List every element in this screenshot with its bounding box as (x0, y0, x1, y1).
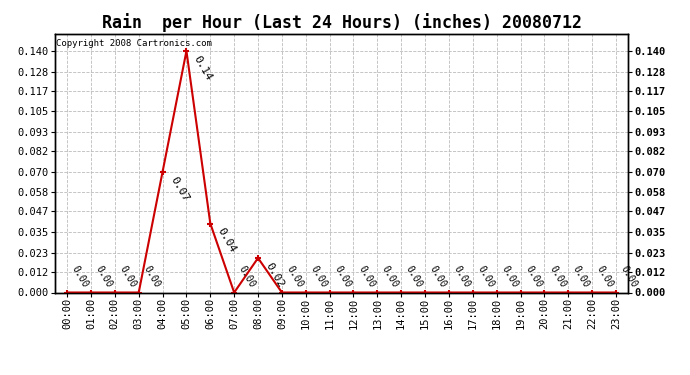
Text: 0.00: 0.00 (428, 264, 448, 290)
Text: 0.00: 0.00 (70, 264, 90, 290)
Text: 0.00: 0.00 (285, 264, 305, 290)
Text: 0.00: 0.00 (404, 264, 424, 290)
Text: 0.00: 0.00 (141, 264, 162, 290)
Text: 0.00: 0.00 (571, 264, 591, 290)
Text: 0.00: 0.00 (452, 264, 472, 290)
Text: 0.02: 0.02 (264, 261, 286, 289)
Text: 0.14: 0.14 (192, 54, 214, 82)
Text: 0.00: 0.00 (523, 264, 544, 290)
Text: Copyright 2008 Cartronics.com: Copyright 2008 Cartronics.com (57, 39, 213, 48)
Text: 0.00: 0.00 (237, 264, 257, 290)
Text: 0.00: 0.00 (356, 264, 377, 290)
Title: Rain  per Hour (Last 24 Hours) (inches) 20080712: Rain per Hour (Last 24 Hours) (inches) 2… (101, 13, 582, 32)
Text: 0.00: 0.00 (547, 264, 568, 290)
Text: 0.00: 0.00 (308, 264, 329, 290)
Text: 0.00: 0.00 (380, 264, 400, 290)
Text: 0.00: 0.00 (475, 264, 496, 290)
Text: 0.04: 0.04 (216, 226, 238, 255)
Text: 0.00: 0.00 (595, 264, 615, 290)
Text: 0.00: 0.00 (500, 264, 520, 290)
Text: 0.00: 0.00 (333, 264, 353, 290)
Text: 0.00: 0.00 (117, 264, 138, 290)
Text: 0.00: 0.00 (94, 264, 114, 290)
Text: 0.00: 0.00 (619, 264, 639, 290)
Text: 0.07: 0.07 (168, 174, 190, 203)
